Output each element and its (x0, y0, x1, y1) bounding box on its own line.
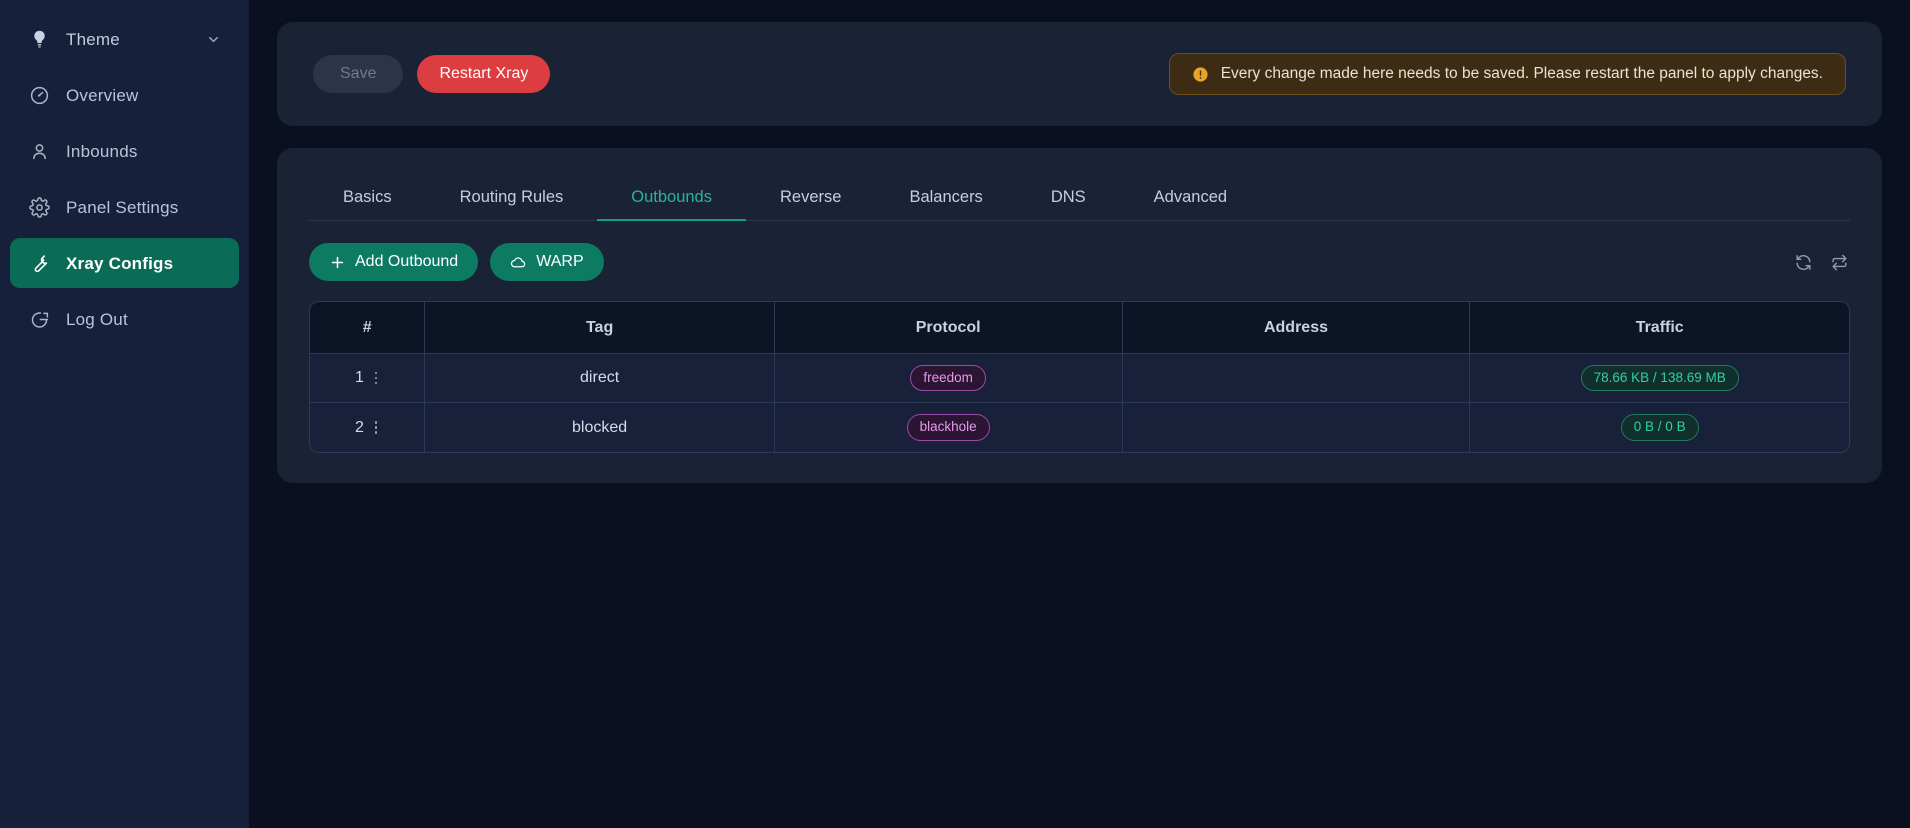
protocol-badge: freedom (910, 364, 986, 392)
table-header-row: # Tag Protocol Address Traffic (310, 302, 1849, 354)
cell-protocol: freedom (774, 354, 1123, 403)
wrench-icon (28, 252, 50, 274)
tab-basics[interactable]: Basics (343, 188, 392, 206)
add-outbound-label: Add Outbound (355, 253, 459, 270)
save-warning-text: Every change made here needs to be saved… (1220, 65, 1823, 82)
tab-reverse[interactable]: Reverse (779, 188, 842, 206)
cell-index: 2 (310, 403, 426, 452)
gear-icon (28, 196, 50, 218)
cell-protocol: blackhole (774, 403, 1123, 452)
table-row[interactable]: 1 direct freedom 78.66 KB / 138.69 MB (310, 354, 1849, 403)
sidebar: Theme Overview Inbounds Panel Settings (0, 0, 249, 828)
cell-tag: blocked (425, 403, 775, 452)
warning-icon (1192, 66, 1209, 83)
tab-balancers[interactable]: Balancers (909, 188, 983, 206)
column-header-tag: Tag (425, 302, 775, 354)
repeat-icon[interactable] (1828, 251, 1850, 273)
table-tool-icons (1792, 251, 1850, 273)
refresh-icon[interactable] (1792, 251, 1814, 273)
tab-dns[interactable]: DNS (1050, 188, 1086, 206)
cell-index: 1 (310, 354, 426, 403)
table-row[interactable]: 2 blocked blackhole 0 B / 0 B (310, 403, 1849, 452)
row-index: 2 (354, 418, 364, 436)
sidebar-item-label: Overview (66, 85, 139, 105)
sidebar-item-inbounds[interactable]: Inbounds (10, 126, 239, 176)
action-bar: Save Restart Xray Every change made here… (277, 22, 1882, 126)
column-header-protocol: Protocol (774, 302, 1123, 354)
traffic-badge: 0 B / 0 B (1620, 414, 1699, 441)
outbounds-toolbar: Add Outbound WARP (309, 243, 1850, 281)
cloud-icon (510, 254, 527, 271)
row-actions-menu-icon[interactable] (373, 419, 380, 436)
gauge-icon (28, 84, 50, 106)
sidebar-item-overview[interactable]: Overview (10, 70, 239, 120)
row-actions-menu-icon[interactable] (373, 370, 380, 387)
warp-label: WARP (536, 253, 584, 270)
column-header-traffic: Traffic (1470, 302, 1849, 354)
tab-routing-rules[interactable]: Routing Rules (459, 188, 564, 206)
warp-button[interactable]: WARP (490, 243, 604, 281)
add-outbound-button[interactable]: Add Outbound (309, 243, 479, 281)
save-warning-banner: Every change made here needs to be saved… (1168, 53, 1846, 95)
user-icon (28, 140, 50, 162)
sidebar-item-label: Log Out (66, 309, 128, 329)
row-index: 1 (354, 369, 364, 386)
cell-traffic: 0 B / 0 B (1470, 403, 1849, 452)
sidebar-item-label: Theme (66, 29, 120, 49)
config-tabs: Basics Routing Rules Outbounds Reverse B… (309, 174, 1850, 221)
sidebar-item-label: Xray Configs (66, 253, 174, 273)
bulb-icon (28, 28, 50, 50)
cell-traffic: 78.66 KB / 138.69 MB (1470, 354, 1849, 403)
tab-advanced[interactable]: Advanced (1153, 188, 1228, 206)
sidebar-item-theme[interactable]: Theme (10, 14, 239, 64)
xray-configs-card: Basics Routing Rules Outbounds Reverse B… (277, 148, 1882, 483)
save-button[interactable]: Save (313, 55, 404, 93)
tab-outbounds[interactable]: Outbounds (597, 174, 746, 221)
outbounds-table: # Tag Protocol Address Traffic 1 (309, 301, 1850, 453)
chevron-down-icon[interactable] (206, 32, 221, 47)
main-content: Save Restart Xray Every change made here… (249, 0, 1910, 828)
sidebar-item-label: Inbounds (66, 141, 138, 161)
protocol-badge: blackhole (906, 414, 990, 441)
plus-icon (329, 254, 346, 271)
cell-tag: direct (425, 354, 775, 403)
traffic-badge: 78.66 KB / 138.69 MB (1580, 364, 1739, 392)
cell-address (1122, 354, 1471, 403)
restart-xray-button[interactable]: Restart Xray (417, 55, 551, 93)
column-header-index: # (310, 302, 426, 354)
cell-address (1122, 403, 1471, 452)
sidebar-item-xray-configs[interactable]: Xray Configs (10, 238, 239, 288)
sidebar-item-label: Panel Settings (66, 197, 179, 217)
logout-icon (28, 308, 50, 330)
column-header-address: Address (1122, 302, 1471, 354)
sidebar-item-panel-settings[interactable]: Panel Settings (10, 182, 239, 232)
sidebar-item-log-out[interactable]: Log Out (10, 294, 239, 344)
